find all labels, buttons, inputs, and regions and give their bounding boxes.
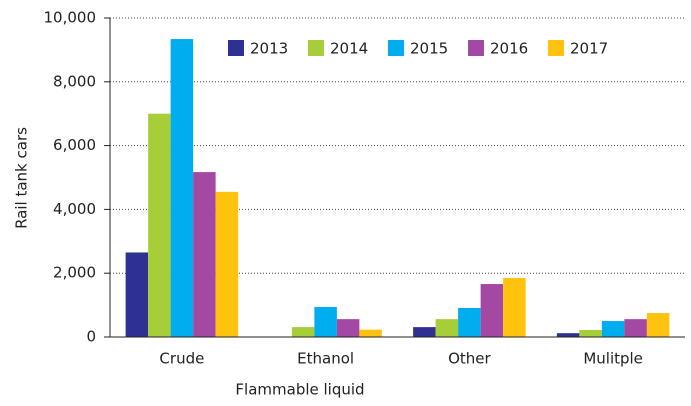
legend-label: 2017	[570, 40, 608, 58]
bar	[291, 327, 315, 337]
legend-label: 2013	[250, 40, 288, 58]
bar	[215, 191, 239, 337]
legend-swatch	[308, 40, 324, 56]
bar	[458, 307, 481, 337]
legend-swatch	[388, 40, 404, 56]
y-axis-title: Rail tank cars	[13, 127, 31, 229]
y-tick-label: 6,000	[53, 136, 96, 154]
x-tick-label: Other	[448, 350, 491, 368]
legend-swatch	[468, 40, 484, 56]
legend-swatch	[228, 40, 244, 56]
bar	[148, 113, 171, 337]
bar	[125, 252, 149, 337]
bar	[435, 319, 459, 337]
y-tick-label: 0	[86, 328, 96, 346]
legend-label: 2016	[490, 40, 528, 58]
legend-label: 2015	[410, 40, 448, 58]
bar	[503, 277, 526, 337]
bar	[601, 321, 625, 337]
bar	[624, 319, 647, 337]
bar	[170, 39, 194, 337]
bar	[336, 319, 360, 337]
y-tick-label: 10,000	[44, 9, 97, 27]
y-tick-label: 4,000	[53, 200, 96, 218]
bar	[646, 313, 670, 337]
x-tick-label: Ethanol	[297, 350, 354, 368]
legend-label: 2014	[330, 40, 368, 58]
y-tick-label: 2,000	[53, 264, 96, 282]
bar	[480, 284, 504, 337]
bar	[193, 172, 216, 337]
bar	[413, 327, 436, 337]
x-tick-label: Mulitple	[583, 350, 643, 368]
x-axis-title: Flammable liquid	[235, 381, 364, 399]
x-tick-label: Crude	[159, 350, 204, 368]
bar	[314, 307, 337, 337]
legend-swatch	[548, 40, 564, 56]
bar	[579, 329, 602, 337]
y-tick-label: 8,000	[53, 72, 96, 90]
bar	[359, 329, 382, 337]
bar	[556, 333, 580, 337]
